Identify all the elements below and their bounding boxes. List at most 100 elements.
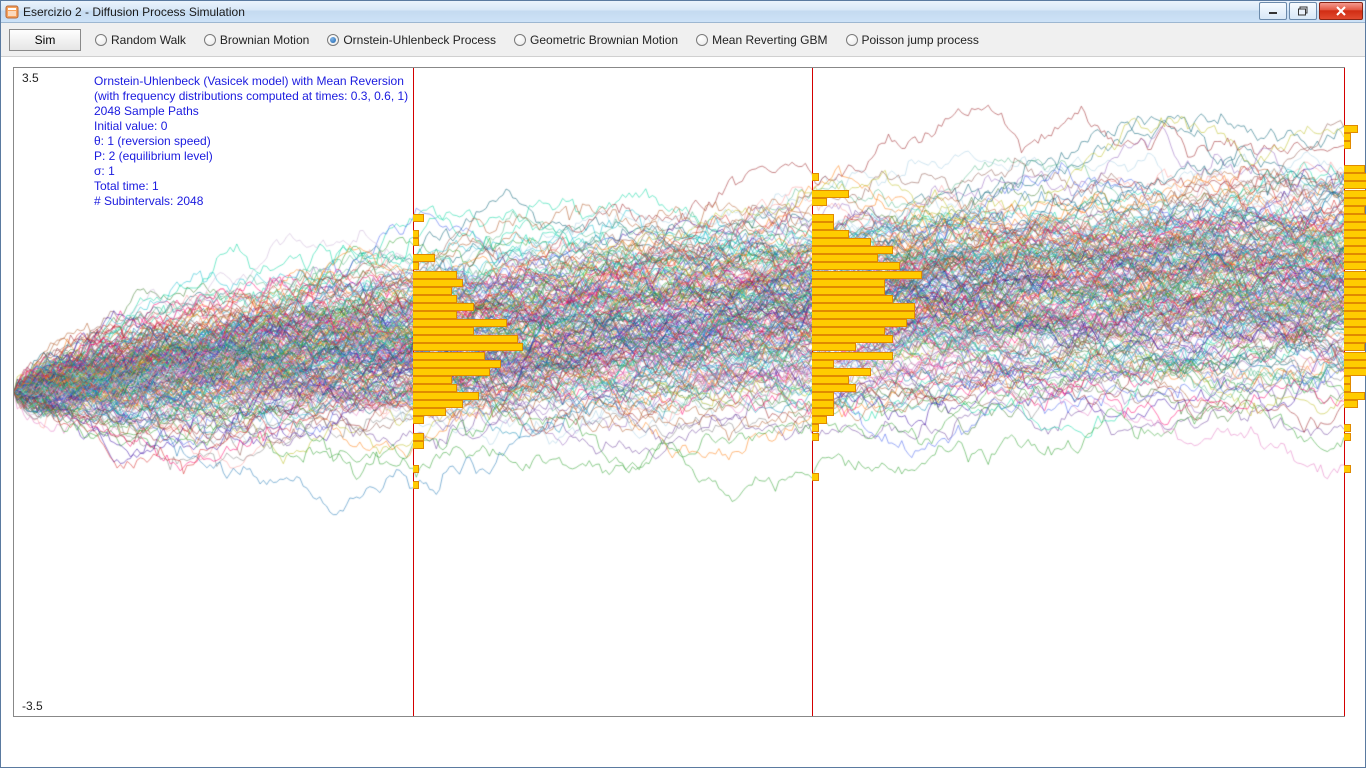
histogram-bar [1344, 230, 1366, 238]
chart-info-line: Ornstein-Uhlenbeck (Vasicek model) with … [94, 74, 408, 89]
close-button[interactable] [1319, 2, 1363, 20]
radio-poisson[interactable]: Poisson jump process [846, 33, 979, 47]
histogram-bar [812, 424, 819, 432]
histogram-bar [413, 416, 424, 424]
histogram-bar [812, 343, 856, 351]
chart-info-text: Ornstein-Uhlenbeck (Vasicek model) with … [94, 74, 408, 209]
radio-ou[interactable]: Ornstein-Uhlenbeck Process [327, 33, 496, 47]
chart-info-line: P: 2 (equilibrium level) [94, 149, 408, 164]
histogram-bar [812, 303, 915, 311]
client-area: 3.5 -3.5 Ornstein-Uhlenbeck (Vasicek mod… [1, 57, 1365, 767]
histogram-bar [1344, 400, 1358, 408]
histogram-bar [812, 473, 819, 481]
histogram-bar [1344, 311, 1366, 319]
histogram-bar [413, 287, 452, 295]
histogram-bar [413, 271, 457, 279]
radio-dot-icon [204, 34, 216, 46]
histogram-bar [1344, 262, 1366, 270]
histogram-bar [413, 441, 424, 449]
histogram-bar [812, 190, 849, 198]
histogram-bar [1344, 206, 1365, 214]
maximize-button[interactable] [1289, 2, 1317, 20]
histogram-bar [812, 384, 856, 392]
radio-dot-icon [846, 34, 858, 46]
histogram-bar [413, 384, 457, 392]
chart-info-line: Total time: 1 [94, 179, 408, 194]
histogram-bar [812, 287, 885, 295]
histogram-bar [812, 238, 871, 246]
histogram-bar [812, 254, 878, 262]
histogram-bar [1344, 190, 1366, 198]
histogram-bar [1344, 246, 1366, 254]
histogram-bar [1344, 287, 1366, 295]
histogram-bar [413, 360, 501, 368]
histogram-bar [413, 279, 463, 287]
histogram-bar [1344, 238, 1366, 246]
sim-button[interactable]: Sim [9, 29, 81, 51]
radio-gbm[interactable]: Geometric Brownian Motion [514, 33, 678, 47]
minimize-button[interactable] [1259, 2, 1287, 20]
radio-mr-gbm[interactable]: Mean Reverting GBM [696, 33, 827, 47]
sim-button-label: Sim [35, 33, 56, 47]
chart-info-line: σ: 1 [94, 164, 408, 179]
histogram-bar [1344, 303, 1366, 311]
histogram-bar [413, 465, 419, 473]
radio-random-walk[interactable]: Random Walk [95, 33, 186, 47]
radio-label: Mean Reverting GBM [712, 33, 827, 47]
histogram-bar [1344, 368, 1366, 376]
histogram-bar [812, 368, 871, 376]
histogram-bar [812, 311, 915, 319]
radio-label: Ornstein-Uhlenbeck Process [343, 33, 496, 47]
histogram-bar [413, 295, 457, 303]
histogram-bar [812, 230, 849, 238]
histogram-bar [1344, 327, 1366, 335]
histogram-bar [812, 360, 834, 368]
radio-label: Geometric Brownian Motion [530, 33, 678, 47]
histogram-bar [413, 214, 424, 222]
histogram-bar [413, 311, 457, 319]
histogram-bar [1344, 343, 1365, 351]
histogram-bar [1344, 392, 1365, 400]
histogram-bar [1344, 133, 1351, 141]
histogram-bar [1344, 165, 1365, 173]
histogram-bar [1344, 141, 1351, 149]
histogram-bar [1344, 335, 1366, 343]
histogram-bar [812, 173, 819, 181]
radio-label: Random Walk [111, 33, 186, 47]
histogram-bar [1344, 433, 1351, 441]
chart-panel: 3.5 -3.5 Ornstein-Uhlenbeck (Vasicek mod… [13, 67, 1345, 717]
histogram-bar [812, 279, 885, 287]
histogram-bar [1344, 198, 1366, 206]
process-radio-group: Random Walk Brownian Motion Ornstein-Uhlen… [95, 33, 979, 47]
histogram-bar [413, 376, 452, 384]
histogram-bar [1344, 424, 1351, 432]
histogram-bar [1344, 319, 1366, 327]
histogram-bar [812, 408, 834, 416]
chart-info-line: Initial value: 0 [94, 119, 408, 134]
histogram-bar [413, 319, 507, 327]
histogram-bar [413, 303, 474, 311]
histogram-bar [413, 327, 474, 335]
histogram-bar [413, 343, 523, 351]
app-icon [5, 5, 19, 19]
histogram-bar [812, 262, 900, 270]
histogram-bar [1344, 295, 1366, 303]
radio-label: Poisson jump process [862, 33, 979, 47]
histogram-bar [413, 254, 435, 262]
histogram-bar [413, 400, 463, 408]
window-title: Esercizio 2 - Diffusion Process Simulati… [23, 5, 1259, 19]
histogram-bar [1344, 214, 1366, 222]
toolbar: Sim Random Walk Brownian Motion Ornstein-U… [1, 23, 1365, 57]
histogram-bar [1344, 181, 1366, 189]
histogram-bar [413, 408, 446, 416]
histogram-bar [1344, 352, 1366, 360]
chart-info-line: # Subintervals: 2048 [94, 194, 408, 209]
histogram-bar [812, 271, 922, 279]
histogram-bar [413, 335, 518, 343]
chart-info-line: (with frequency distributions computed a… [94, 89, 408, 104]
histogram-bar [812, 222, 834, 230]
histogram-bar [413, 433, 424, 441]
radio-brownian[interactable]: Brownian Motion [204, 33, 309, 47]
titlebar[interactable]: Esercizio 2 - Diffusion Process Simulati… [1, 1, 1365, 23]
chart-info-line: 2048 Sample Paths [94, 104, 408, 119]
